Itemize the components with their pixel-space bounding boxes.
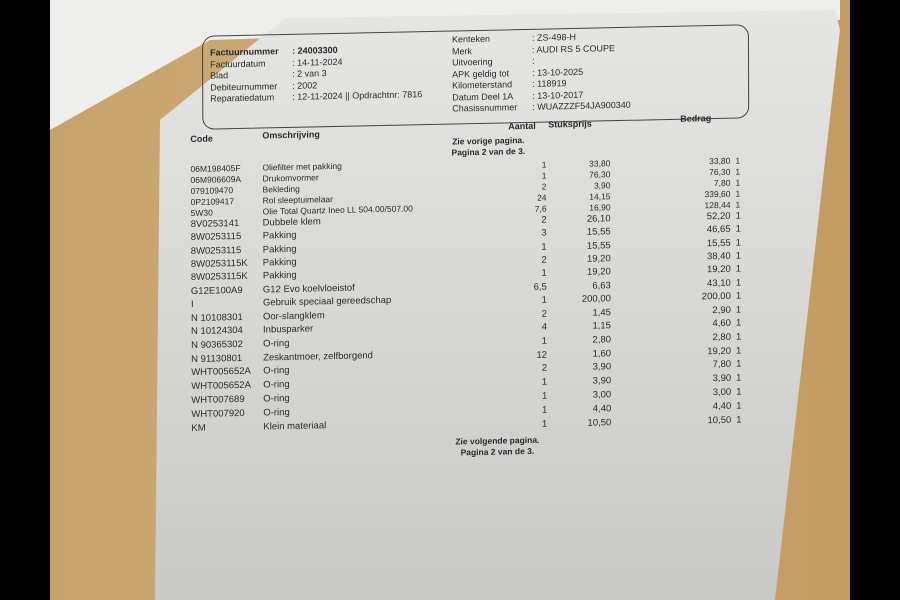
field-value: : 2 van 3: [292, 68, 327, 79]
field-value: : 14-11-2024: [292, 56, 343, 68]
field-value: : 13-10-2017: [532, 89, 584, 101]
row-description: O-ring: [263, 406, 290, 419]
row-quantity: 1: [541, 390, 548, 402]
field-value: : 24003300: [292, 44, 338, 56]
row-description: Pakking: [262, 230, 297, 242]
row-description: O-ring: [263, 393, 290, 405]
row-code: N 90365302: [191, 338, 243, 352]
row-description: Rol sleeptuimelaar: [262, 194, 333, 206]
row-flag: 1: [736, 414, 742, 426]
row-description: Gebruik speciaal gereedschap: [262, 295, 392, 309]
invoice-paper: [155, 10, 840, 600]
field-label: Merk: [452, 45, 473, 57]
row-code: N 10108301: [190, 311, 243, 324]
row-description: Pakking: [262, 256, 297, 269]
row-code: I: [190, 299, 194, 311]
row-code: 8W0253115: [190, 231, 242, 244]
row-code: 8V0253141: [190, 218, 240, 231]
row-quantity: 2: [541, 363, 548, 375]
row-code: N 91130801: [191, 352, 243, 365]
next-page-note: Zie volgende pagina. Pagina 2 van de 3.: [427, 434, 567, 459]
row-code: 06M198405F: [190, 162, 241, 175]
page-indicator-text: Pagina 2 van de 3.: [460, 445, 535, 458]
column-header-code: Code: [190, 133, 213, 145]
row-amount: 10,50: [707, 414, 732, 427]
field-label: Factuurnummer: [210, 46, 279, 58]
row-description: Pakking: [262, 270, 297, 282]
field-value: :: [532, 55, 535, 66]
row-code: 079109470: [190, 185, 234, 197]
column-header-quantity: Aantal: [508, 120, 536, 132]
row-description: Bekleding: [262, 183, 300, 195]
row-code: WHT005652A: [191, 366, 251, 379]
row-code: 8W0253115: [190, 244, 242, 257]
field-label: Reparatiedatum: [210, 92, 275, 104]
row-code: 8W0253115K: [190, 257, 248, 270]
field-value: : AUDI RS 5 COUPE: [532, 42, 616, 55]
row-unit-price: 10,50: [587, 417, 612, 429]
row-code: 8W0253115K: [190, 271, 248, 284]
row-description: O-ring: [263, 337, 290, 350]
row-flag: 1: [736, 358, 742, 371]
field-label: APK geldig tot: [452, 67, 510, 80]
field-label: Uitvoering: [452, 56, 493, 68]
row-description: Inbusparker: [263, 323, 314, 336]
field-value: : 13-10-2025: [532, 66, 584, 78]
row-flag: 1: [736, 400, 742, 412]
row-description: Klein materiaal: [263, 420, 327, 433]
row-flag: 1: [735, 331, 742, 343]
field-value: : WUAZZZF54JA900340: [532, 99, 631, 112]
row-description: Pakking: [262, 243, 297, 256]
row-description: O-ring: [263, 365, 290, 377]
row-flag: 1: [736, 372, 742, 384]
row-code: WHT007689: [191, 394, 245, 407]
column-header-description: Omschrijving: [262, 129, 320, 141]
field-label: Factuurdatum: [210, 57, 266, 70]
invoice-page: Factuurnummer : 24003300 Factuurdatum : 14-…: [190, 18, 761, 470]
row-description: Oliefilter met pakking: [262, 160, 342, 173]
previous-page-note: Zie vorige pagina. Pagina 2 van de 3.: [418, 134, 558, 159]
row-flag: 1: [735, 290, 742, 302]
row-flag: 1: [735, 317, 742, 329]
row-quantity: 1: [541, 376, 548, 388]
column-header-unit-price: Stuksprijs: [548, 118, 592, 130]
row-code: N 10124304: [191, 325, 243, 338]
field-label: Kenteken: [451, 33, 491, 45]
row-code: 06M906609A: [190, 173, 242, 186]
row-description: G12 Evo koelvloeistof: [262, 282, 355, 296]
row-description: Dubbele klem: [262, 216, 321, 229]
row-flag: 1: [735, 304, 742, 316]
row-code: KM: [191, 422, 206, 434]
row-description: Oor-slangklem: [262, 310, 325, 323]
row-code: WHT007920: [191, 407, 245, 421]
row-quantity: 1: [542, 418, 548, 430]
row-description: O-ring: [263, 379, 290, 391]
field-label: Chasissnummer: [452, 102, 518, 114]
row-description: Drukomvormer: [262, 172, 319, 184]
row-code: WHT005652A: [191, 380, 251, 393]
invoice-lines: 06M198405F Oliefilter met pakking 1 33,80 33…: [190, 152, 761, 437]
row-description: Zeskantmoer, zelfborgend: [263, 349, 373, 364]
field-value: : 2002: [292, 79, 318, 91]
field-label: Blad: [210, 70, 229, 81]
row-code: 5W30: [190, 207, 213, 219]
row-flag: 1: [735, 277, 742, 289]
field-value: : 118919: [532, 78, 567, 89]
field-label: Debiteurnummer: [210, 80, 278, 93]
row-quantity: 1: [541, 404, 548, 416]
field-label: Datum Deel 1A: [452, 90, 514, 103]
field-value: : ZS-498-H: [531, 31, 577, 43]
row-flag: 1: [736, 345, 742, 357]
field-label: Kilometerstand: [452, 79, 513, 91]
row-flag: 1: [736, 386, 742, 398]
header-field: Uitvoering:: [452, 56, 535, 68]
row-code: 0P2109417: [190, 196, 235, 208]
row-code: G12E100A9: [190, 284, 243, 297]
column-header-amount: Bedrag: [680, 113, 712, 124]
